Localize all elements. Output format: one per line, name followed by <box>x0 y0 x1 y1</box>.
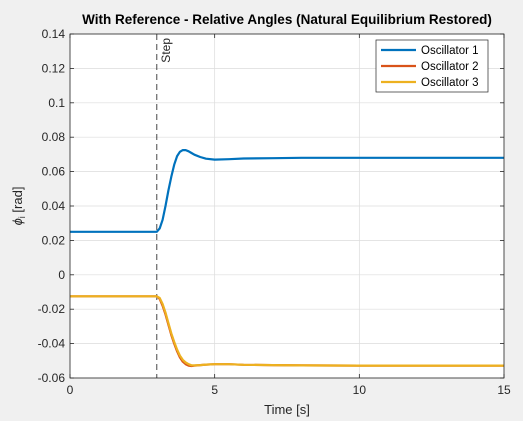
x-tick-label: 10 <box>353 383 367 397</box>
x-tick-label: 15 <box>497 383 511 397</box>
legend-label-oscillator-1: Oscillator 1 <box>421 45 479 57</box>
y-tick-label: 0.08 <box>42 130 66 144</box>
chart-title: With Reference - Relative Angles (Natura… <box>82 12 492 27</box>
x-tick-label: 0 <box>67 383 74 397</box>
y-tick-label: 0.02 <box>42 233 66 247</box>
y-tick-label: 0.04 <box>42 199 66 213</box>
y-tick-label: 0.12 <box>42 61 66 75</box>
legend-label-oscillator-3: Oscillator 3 <box>421 77 479 89</box>
step-label: Step <box>159 38 173 63</box>
legend: Oscillator 1 Oscillator 2 Oscillator 3 <box>375 39 489 93</box>
y-tick-label: -0.04 <box>38 337 66 351</box>
x-axis-label: Time [s] <box>264 402 310 417</box>
legend-label-oscillator-2: Oscillator 2 <box>421 61 479 73</box>
y-tick-label: 0 <box>58 268 65 282</box>
y-tick-label: 0.14 <box>42 27 66 41</box>
series-line-oscillator-1 <box>70 149 504 233</box>
ticks <box>69 33 505 379</box>
y-tick-label: 0.1 <box>48 96 65 110</box>
series-layer <box>70 149 504 368</box>
y-tick-label: -0.06 <box>38 371 66 385</box>
series-line-oscillator-3 <box>70 295 504 367</box>
reference-layer: Step <box>156 34 173 378</box>
y-tick-label: 0.06 <box>42 165 66 179</box>
x-tick-label: 5 <box>211 383 218 397</box>
tick-labels: 0 5 10 15 -0.06 -0.04 -0.02 0 0.02 0.04 0.06 0.08 0.… <box>38 27 511 397</box>
y-axis-label: ϕi [rad] <box>10 187 27 226</box>
y-tick-label: -0.02 <box>38 302 66 316</box>
